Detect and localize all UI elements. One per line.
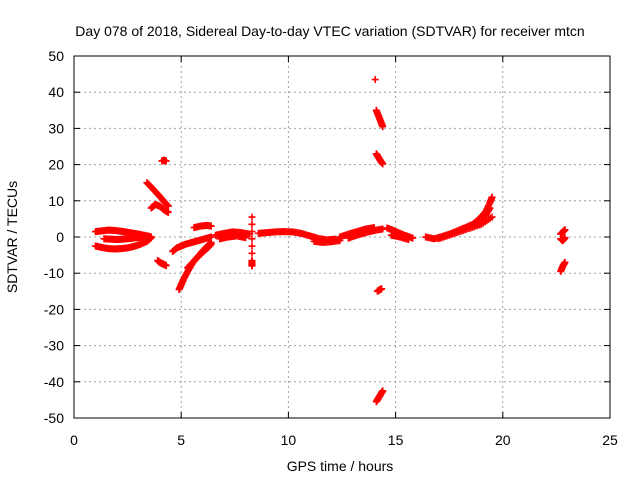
data-point <box>248 249 256 257</box>
y-tick-label: 40 <box>48 84 64 100</box>
data-points <box>91 76 569 406</box>
series-arc-14 <box>310 237 344 246</box>
series-arc-1a <box>91 234 155 253</box>
series-arc-10 <box>212 228 254 239</box>
series-arc-17 <box>371 76 379 84</box>
series-arc-12 <box>248 213 256 270</box>
data-point <box>207 240 215 248</box>
x-tick-label: 25 <box>602 432 618 448</box>
series-arc-20 <box>373 285 386 295</box>
series-arc-2 <box>143 179 172 210</box>
y-tick-label: 50 <box>48 48 64 64</box>
data-point <box>248 235 256 243</box>
series-arc-18 <box>372 106 387 131</box>
y-tick-label: 0 <box>56 229 64 245</box>
data-point <box>379 123 387 131</box>
data-point <box>404 236 412 244</box>
x-tick-label: 10 <box>281 432 297 448</box>
plot-frame <box>73 55 611 419</box>
y-axis-label: SDTVAR / TECUs <box>4 181 20 293</box>
data-point <box>162 157 170 165</box>
series-arc-11 <box>216 232 250 243</box>
series-arc-13 <box>254 228 340 244</box>
chart-title: Day 078 of 2018, Sidereal Day-to-day VTE… <box>75 23 584 39</box>
data-point <box>145 232 153 240</box>
y-tick-label: -10 <box>44 265 64 281</box>
data-point <box>379 160 387 168</box>
data-point <box>248 242 256 250</box>
x-tick-label: 0 <box>70 432 78 448</box>
data-point <box>248 228 256 236</box>
y-tick-label: 10 <box>48 193 64 209</box>
data-point <box>248 220 256 228</box>
series-arc-28 <box>557 234 569 245</box>
data-point <box>248 262 256 270</box>
series-arc-25 <box>434 213 496 243</box>
y-axis-ticks: -50 -40 -30 -20 -10 0 10 20 30 40 50 <box>44 48 610 426</box>
series-arc-29 <box>557 258 569 275</box>
series-arc-21 <box>372 387 387 406</box>
data-point <box>207 222 215 230</box>
y-tick-label: -20 <box>44 301 64 317</box>
y-tick-label: -30 <box>44 338 64 354</box>
x-tick-label: 5 <box>177 432 185 448</box>
data-point <box>561 226 569 234</box>
series-arc-5 <box>158 156 170 165</box>
x-axis-ticks: 0 5 10 15 20 25 <box>70 56 618 448</box>
data-point <box>248 213 256 221</box>
series-arc-6 <box>169 233 215 255</box>
y-tick-label: -50 <box>44 410 64 426</box>
data-point <box>561 258 569 266</box>
x-tick-label: 15 <box>388 432 404 448</box>
series-arc-19 <box>372 150 387 168</box>
y-tick-label: 30 <box>48 120 64 136</box>
series-arc-27 <box>557 226 569 238</box>
y-tick-label: -40 <box>44 374 64 390</box>
data-point <box>488 193 496 201</box>
series-arc-3 <box>147 200 172 216</box>
data-point <box>242 234 250 242</box>
y-tick-label: 20 <box>48 157 64 173</box>
data-point <box>379 387 387 395</box>
data-point <box>409 234 417 242</box>
series-arc-1c <box>100 232 153 244</box>
data-point <box>488 213 496 221</box>
x-axis-label: GPS time / hours <box>287 458 394 474</box>
series-arc-23 <box>387 231 412 244</box>
data-point <box>371 76 379 84</box>
data-point <box>561 234 569 242</box>
series-arc-9 <box>190 221 215 232</box>
series-arc-4 <box>154 257 170 270</box>
data-point <box>164 208 172 216</box>
series-arc-26 <box>469 193 496 228</box>
x-tick-label: 20 <box>495 432 511 448</box>
data-point <box>162 262 170 270</box>
data-point <box>378 285 386 293</box>
series-arc-16 <box>344 225 387 242</box>
series-arc-8 <box>184 240 215 272</box>
